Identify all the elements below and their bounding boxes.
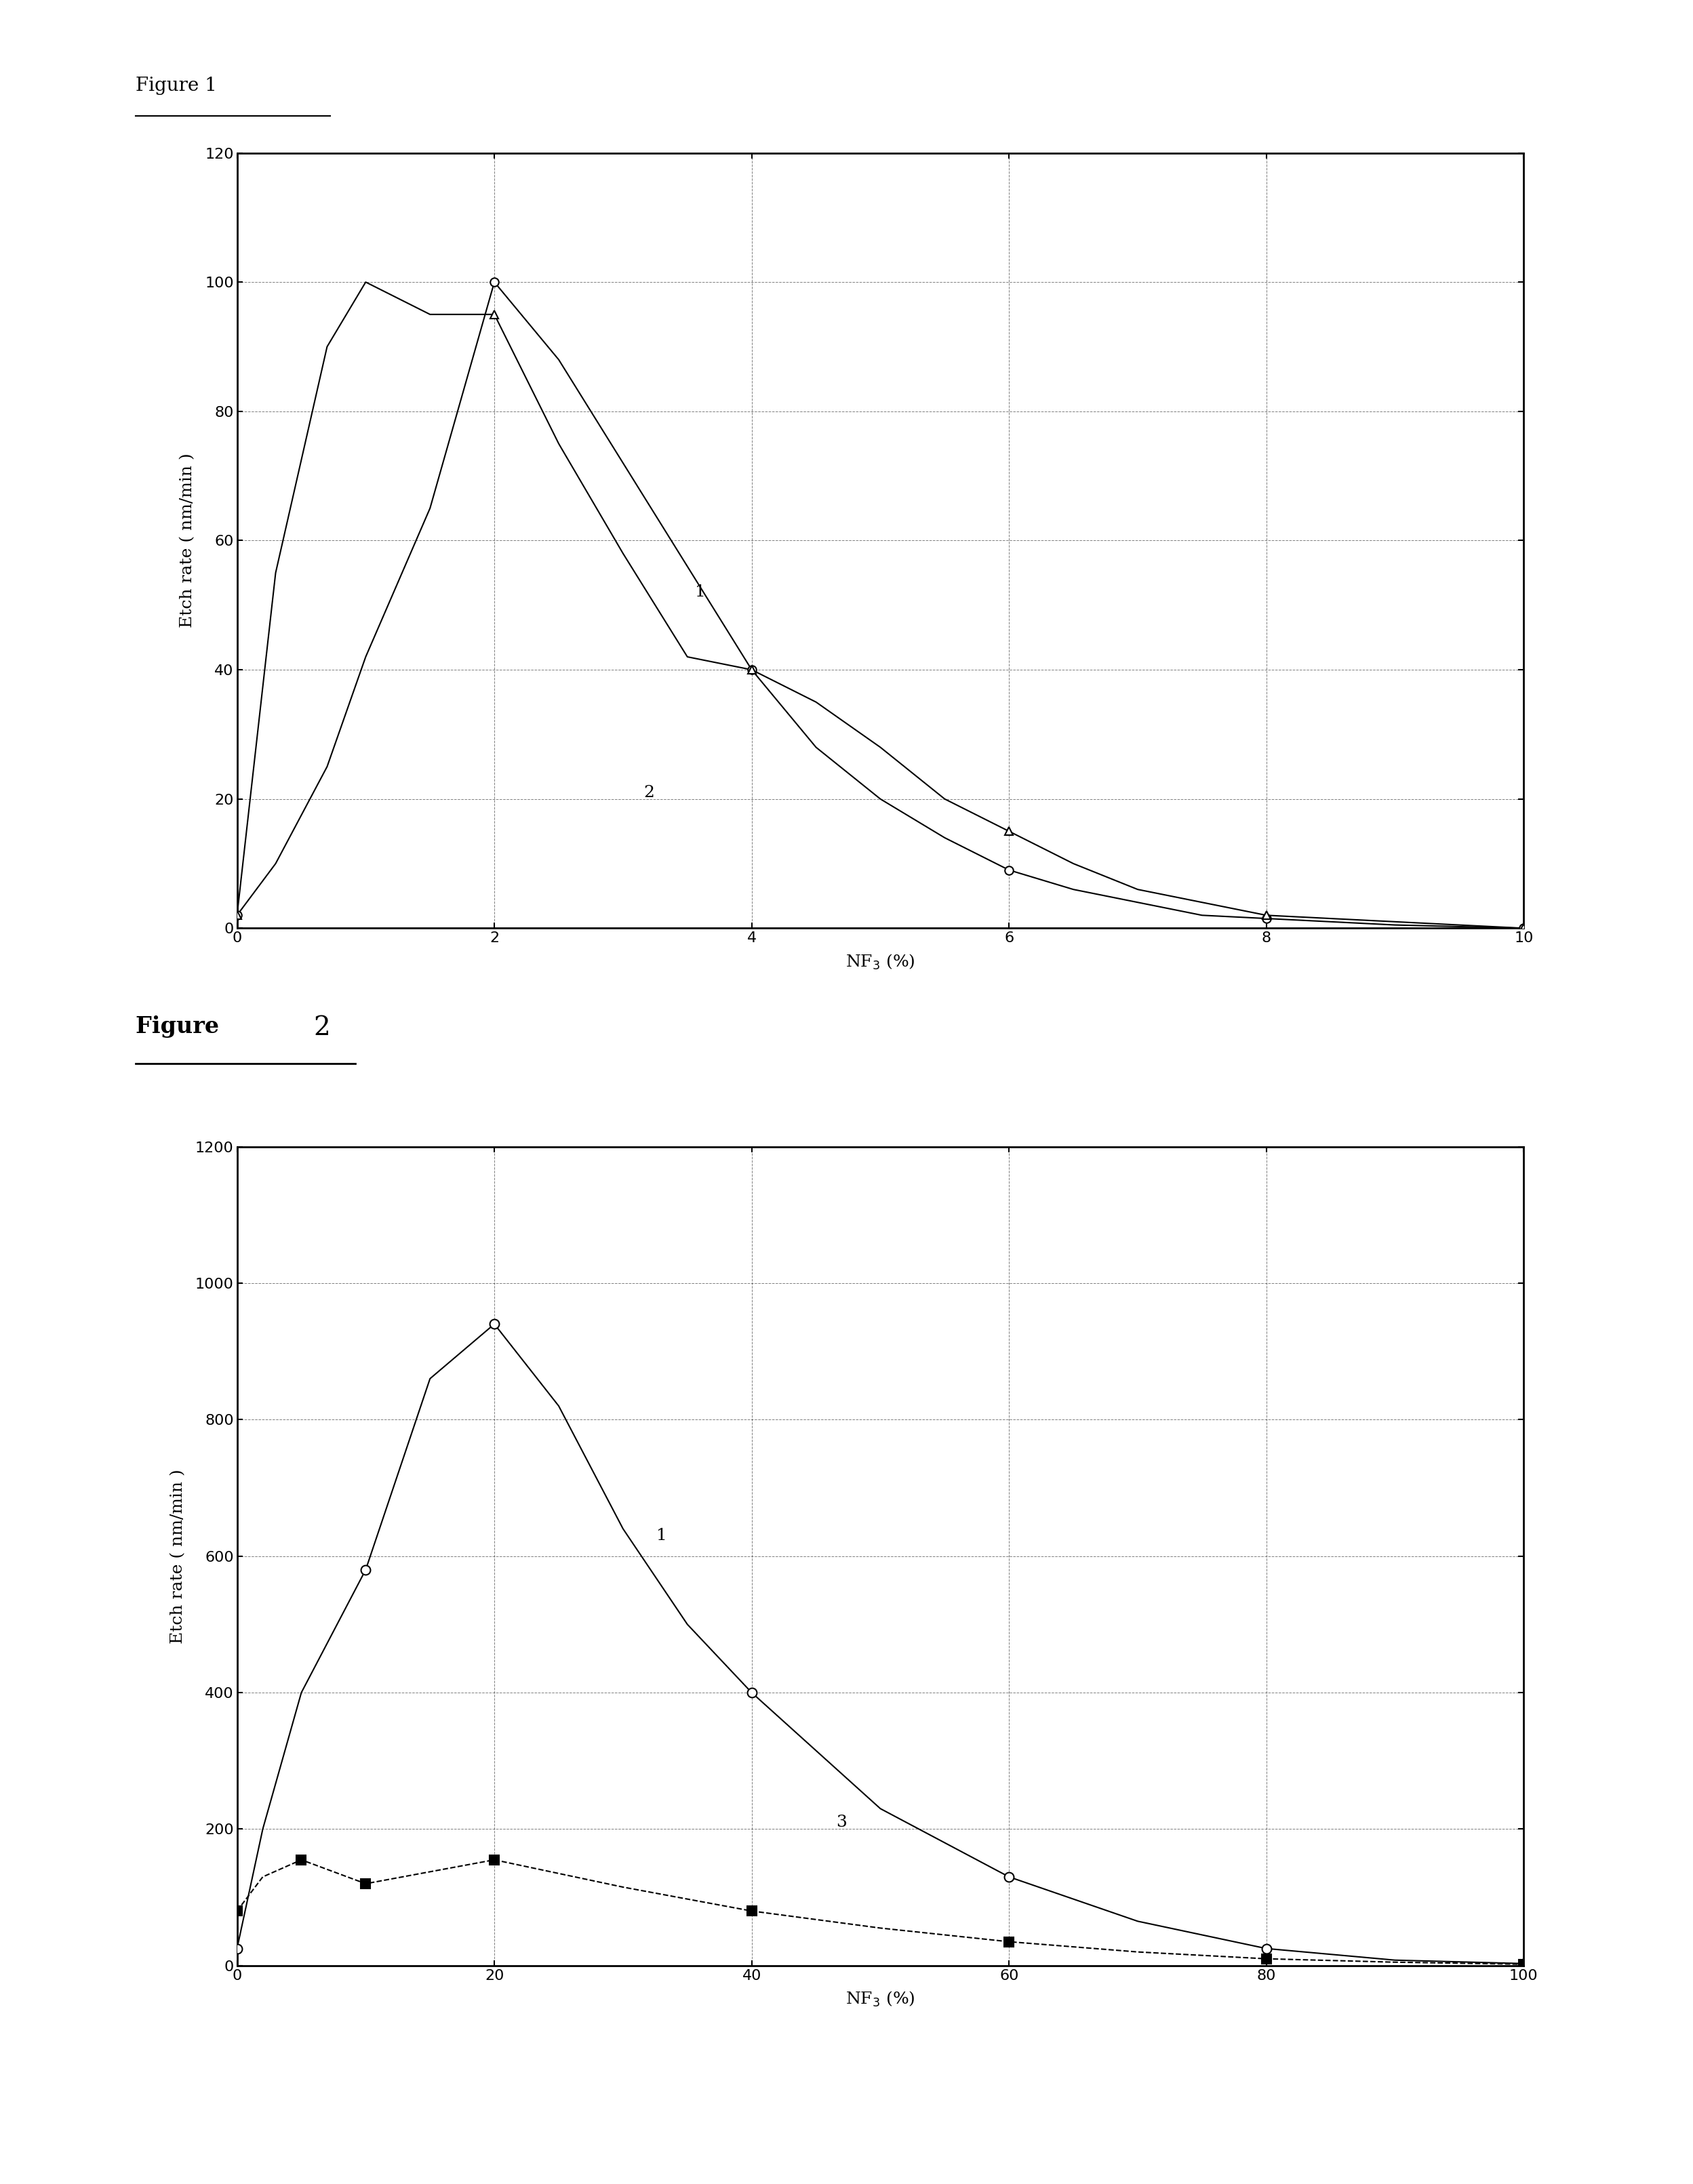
X-axis label: NF$_3$ (%): NF$_3$ (%) <box>845 952 916 972</box>
Text: 2: 2 <box>313 1016 330 1040</box>
Text: 2: 2 <box>643 784 653 799</box>
X-axis label: NF$_3$ (%): NF$_3$ (%) <box>845 1990 916 2009</box>
Text: 3: 3 <box>836 1815 846 1830</box>
Y-axis label: Etch rate ( nm/min ): Etch rate ( nm/min ) <box>171 1470 186 1642</box>
Text: Figure 1: Figure 1 <box>135 76 217 94</box>
Text: Figure: Figure <box>135 1016 227 1037</box>
Text: 1: 1 <box>657 1529 667 1544</box>
Text: 1: 1 <box>694 585 706 601</box>
Y-axis label: Etch rate ( nm/min ): Etch rate ( nm/min ) <box>179 454 195 627</box>
